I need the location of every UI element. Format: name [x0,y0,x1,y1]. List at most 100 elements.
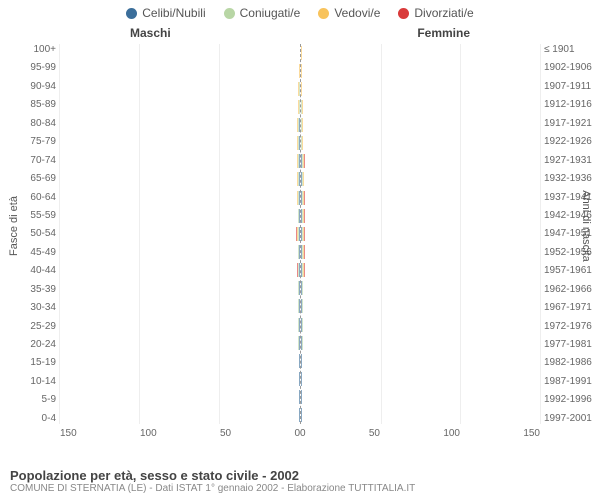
birth-label: 1997-2001 [544,413,594,424]
age-label: 90-94 [6,81,56,92]
bar-row-female [301,371,302,388]
birth-label: ≤ 1901 [544,44,594,55]
bar-row-female [301,98,303,115]
bars-male [60,44,300,424]
bar-row-female [301,44,302,61]
birth-label: 1922-1926 [544,136,594,147]
x-axis-right: 050100150 [300,428,540,439]
header-female: Femmine [417,26,470,40]
bar-row-female [301,189,305,206]
birth-label: 1977-1981 [544,339,594,350]
bar-segment [302,281,303,295]
bar-row-female [301,117,303,134]
bar-segment [302,118,303,132]
bar-segment [301,82,302,96]
legend-item: Celibi/Nubili [126,6,205,20]
birth-label: 1917-1921 [544,118,594,129]
age-label: 5-9 [6,394,56,405]
bar-row-female [301,135,303,152]
age-label: 85-89 [6,99,56,110]
bar-row-female [301,280,303,297]
grid-line [540,44,541,424]
age-label: 95-99 [6,62,56,73]
age-label: 10-14 [6,376,56,387]
age-label: 35-39 [6,284,56,295]
birth-label: 1932-1936 [544,173,594,184]
bar-segment [304,154,305,168]
grid-line [381,44,382,424]
bar-segment [302,299,303,313]
legend-label: Coniugati/e [240,6,301,20]
age-label: 65-69 [6,173,56,184]
legend-item: Divorziati/e [398,6,473,20]
bar-row-female [301,298,303,315]
bars-female [300,44,540,424]
header-male: Maschi [130,26,171,40]
birth-label: 1912-1916 [544,99,594,110]
bar-row-female [301,389,302,406]
legend-dot [126,8,137,19]
plot [60,44,540,424]
legend-dot [318,8,329,19]
birth-label: 1967-1971 [544,302,594,313]
legend-dot [224,8,235,19]
bar-row-female [301,407,302,424]
bar-segment [304,245,305,259]
age-label: 0-4 [6,413,56,424]
x-tick: 150 [523,428,540,439]
bar-row-female [301,334,303,351]
legend-dot [398,8,409,19]
bar-segment [301,354,302,368]
legend-label: Celibi/Nubili [142,6,205,20]
legend: Celibi/Nubili Coniugati/e Vedovi/e Divorzia… [0,0,600,26]
legend-item: Coniugati/e [224,6,301,20]
chart-area: Fasce di età 100+95-9990-9485-8980-8475-… [0,44,600,424]
grid-line [460,44,461,424]
bar-row-female [301,153,305,170]
footer-subtitle: COMUNE DI STERNATIA (LE) - Dati ISTAT 1°… [10,483,590,494]
footer: Popolazione per età, sesso e stato civil… [10,468,590,494]
y-axis-right-title: Anni di nascita [580,190,592,262]
age-label: 80-84 [6,118,56,129]
x-axis: 050100150 050100150 [0,424,600,439]
x-axis-left: 050100150 [60,428,300,439]
birth-label: 1982-1986 [544,357,594,368]
bar-segment [303,172,304,186]
birth-label: 1962-1966 [544,284,594,295]
bar-segment [304,263,305,277]
birth-label: 1972-1976 [544,321,594,332]
y-axis-left-title: Fasce di età [8,196,20,256]
grid-line [59,44,60,424]
bar-row-female [301,262,305,279]
bar-row-female [301,225,305,242]
bar-row-female [301,207,305,224]
bar-row-female [301,171,304,188]
bar-segment [304,191,305,205]
birth-label: 1907-1911 [544,81,594,92]
x-tick: 100 [140,428,157,439]
bar-row-female [301,62,302,79]
bar-row-female [301,244,305,261]
bar-segment [301,372,302,386]
bar-segment [302,136,303,150]
bar-row-female [301,316,303,333]
age-label: 100+ [6,44,56,55]
footer-title: Popolazione per età, sesso e stato civil… [10,468,590,483]
legend-item: Vedovi/e [318,6,380,20]
birth-label: 1957-1961 [544,265,594,276]
bar-segment [301,408,302,422]
bar-segment [302,336,303,350]
x-tick: 150 [60,428,77,439]
gender-headers: Maschi Femmine [0,26,600,40]
bar-segment [301,46,302,60]
age-label: 70-74 [6,155,56,166]
legend-label: Divorziati/e [414,6,473,20]
bar-row-female [301,352,302,369]
birth-label: 1992-1996 [544,394,594,405]
bar-row-female [301,80,302,97]
x-tick: 50 [220,428,231,439]
age-label: 15-19 [6,357,56,368]
bar-segment [304,209,305,223]
bar-segment [302,100,303,114]
birth-label: 1987-1991 [544,376,594,387]
